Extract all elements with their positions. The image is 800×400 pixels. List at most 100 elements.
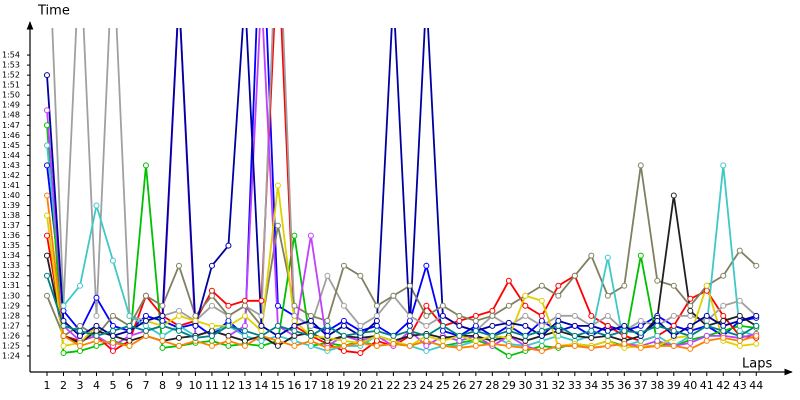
- data-point: [307, 312, 314, 319]
- data-point: [142, 327, 149, 334]
- data-point: [126, 322, 133, 329]
- data-point: [571, 322, 578, 329]
- data-point: [175, 307, 182, 314]
- data-point: [225, 312, 232, 319]
- x-tick-label: 34: [584, 379, 598, 392]
- x-tick-label: 27: [469, 379, 483, 392]
- x-tick-label: 10: [188, 379, 202, 392]
- data-point: [423, 262, 430, 269]
- data-point: [159, 332, 166, 339]
- data-point: [753, 312, 760, 319]
- data-point: [555, 317, 562, 324]
- data-point: [588, 252, 595, 259]
- data-point: [159, 322, 166, 329]
- y-tick-label: 1:26: [2, 331, 20, 340]
- data-point: [670, 312, 677, 319]
- x-tick-label: 32: [551, 379, 565, 392]
- y-tick-label: 1:41: [2, 181, 20, 190]
- y-tick-label: 1:37: [2, 221, 20, 230]
- x-tick-label: 19: [337, 379, 351, 392]
- data-point: [604, 337, 611, 344]
- data-point: [703, 312, 710, 319]
- data-point: [60, 342, 67, 349]
- data-point: [423, 332, 430, 339]
- data-point: [522, 312, 529, 319]
- data-point: [241, 322, 248, 329]
- data-point: [76, 332, 83, 339]
- data-point: [76, 347, 83, 354]
- data-point: [505, 277, 512, 284]
- data-point: [159, 337, 166, 344]
- data-point: [555, 282, 562, 289]
- data-point: [637, 317, 644, 324]
- data-point: [241, 332, 248, 339]
- x-tick-label: 29: [502, 379, 516, 392]
- y-tick-label: 1:28: [2, 311, 20, 320]
- data-point: [373, 322, 380, 329]
- data-point: [93, 327, 100, 334]
- x-tick-label: 42: [716, 379, 730, 392]
- data-point: [76, 322, 83, 329]
- data-point: [340, 317, 347, 324]
- data-point: [109, 312, 116, 319]
- y-tick-label: 1:51: [2, 81, 20, 90]
- x-tick-label: 41: [700, 379, 714, 392]
- data-point: [406, 317, 413, 324]
- data-point: [175, 327, 182, 334]
- data-point: [621, 322, 628, 329]
- x-tick-label: 31: [535, 379, 549, 392]
- data-point: [654, 317, 661, 324]
- data-point: [588, 344, 595, 351]
- data-point: [142, 332, 149, 339]
- data-point: [654, 277, 661, 284]
- data-point: [522, 322, 529, 329]
- data-point: [555, 332, 562, 339]
- y-tick-label: 1:39: [2, 201, 20, 210]
- data-point: [340, 332, 347, 339]
- data-point: [175, 342, 182, 349]
- data-point: [126, 332, 133, 339]
- data-point: [291, 312, 298, 319]
- data-point: [192, 322, 199, 329]
- data-point: [208, 322, 215, 329]
- data-point: [274, 332, 281, 339]
- data-point: [307, 342, 314, 349]
- data-point: [604, 312, 611, 319]
- x-tick-label: 23: [403, 379, 417, 392]
- data-point: [241, 312, 248, 319]
- data-point: [109, 332, 116, 339]
- data-point: [439, 337, 446, 344]
- data-point: [126, 327, 133, 334]
- data-point: [720, 334, 727, 341]
- data-point: [687, 327, 694, 334]
- data-point: [93, 322, 100, 329]
- data-point: [373, 342, 380, 349]
- data-point: [522, 337, 529, 344]
- data-point: [703, 287, 710, 294]
- y-tick-label: 1:43: [2, 161, 20, 170]
- data-point: [456, 337, 463, 344]
- data-point: [258, 332, 265, 339]
- data-point: [522, 302, 529, 309]
- data-point: [555, 342, 562, 349]
- data-point: [291, 302, 298, 309]
- data-point: [703, 332, 710, 339]
- x-tick-label: 21: [370, 379, 384, 392]
- data-point: [604, 342, 611, 349]
- data-point: [522, 344, 529, 351]
- x-tick-label: 26: [452, 379, 466, 392]
- data-point: [423, 322, 430, 329]
- y-tick-label: 1:46: [2, 131, 20, 140]
- data-point: [357, 272, 364, 279]
- data-point: [423, 342, 430, 349]
- data-point: [109, 347, 116, 354]
- data-point: [307, 332, 314, 339]
- data-point: [373, 302, 380, 309]
- data-point: [687, 312, 694, 319]
- data-point: [258, 312, 265, 319]
- x-tick-label: 24: [419, 379, 433, 392]
- data-point: [241, 302, 248, 309]
- x-tick-label: 9: [175, 379, 182, 392]
- data-point: [225, 342, 232, 349]
- data-point: [208, 287, 215, 294]
